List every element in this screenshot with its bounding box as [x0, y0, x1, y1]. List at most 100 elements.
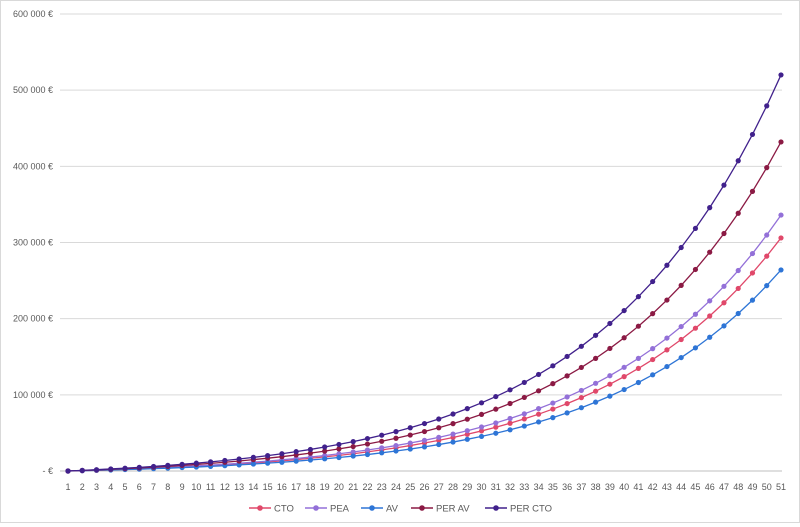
data-point	[593, 388, 599, 394]
x-tick-label: 23	[377, 482, 387, 492]
data-point	[493, 430, 499, 436]
data-point	[379, 445, 385, 451]
data-point	[236, 456, 242, 462]
x-tick-label: 25	[405, 482, 415, 492]
data-point	[493, 420, 499, 426]
data-point	[721, 283, 727, 289]
data-point	[507, 420, 513, 426]
legend-marker	[369, 505, 375, 511]
data-point	[307, 446, 314, 453]
data-point	[364, 451, 371, 458]
data-point	[692, 225, 699, 232]
data-point	[778, 212, 784, 218]
x-tick-label: 32	[505, 482, 515, 492]
data-point	[179, 461, 185, 467]
data-point	[493, 424, 499, 430]
data-point	[250, 461, 256, 467]
data-point	[749, 270, 756, 276]
x-tick-label: 34	[534, 482, 544, 492]
data-point	[664, 363, 670, 370]
data-point	[635, 379, 642, 386]
data-point	[707, 298, 713, 304]
x-tick-label: 15	[263, 482, 273, 492]
x-tick-label: 30	[477, 482, 487, 492]
data-point	[493, 406, 499, 412]
data-point	[122, 465, 128, 471]
data-point	[721, 300, 727, 306]
data-point	[692, 266, 699, 273]
data-point	[507, 427, 513, 433]
x-tick-label: 18	[305, 482, 315, 492]
data-point	[678, 244, 684, 251]
data-point	[735, 267, 741, 274]
data-point	[293, 449, 299, 455]
data-point	[778, 72, 784, 78]
y-tick-label: 200 000 €	[13, 314, 53, 324]
x-tick-label: 48	[733, 482, 743, 492]
data-point	[265, 453, 271, 459]
data-point	[521, 411, 527, 417]
legend: CTO PEA AV PER AV PER CTO	[249, 504, 552, 515]
series-per-cto	[65, 72, 784, 474]
data-point	[778, 139, 784, 145]
data-point	[621, 335, 627, 341]
data-point	[764, 103, 770, 109]
data-point	[393, 448, 399, 454]
data-point	[749, 297, 756, 303]
x-tick-label: 1	[65, 482, 70, 492]
data-point	[507, 400, 513, 407]
x-tick-label: 47	[719, 482, 729, 492]
data-point	[336, 451, 342, 457]
data-point	[707, 249, 713, 255]
data-point	[379, 450, 385, 456]
data-point	[635, 365, 642, 372]
x-tick-label: 46	[705, 482, 715, 492]
data-point	[707, 334, 713, 340]
data-point	[436, 441, 442, 448]
data-point	[621, 374, 627, 380]
data-point	[507, 415, 513, 422]
data-point	[364, 447, 371, 453]
x-tick-label: 20	[334, 482, 344, 492]
data-point	[322, 456, 328, 462]
data-point	[764, 283, 770, 289]
data-point	[692, 311, 699, 317]
data-point	[707, 313, 713, 319]
data-point	[650, 278, 656, 285]
x-tick-label: 28	[448, 482, 458, 492]
data-point	[407, 425, 413, 431]
gridlines	[60, 13, 782, 472]
data-point	[764, 253, 770, 259]
x-tick-label: 43	[662, 482, 672, 492]
data-point	[464, 431, 470, 437]
legend-marker	[257, 505, 263, 511]
data-point	[678, 282, 684, 288]
data-point	[664, 262, 670, 268]
x-tick-label: 26	[419, 482, 429, 492]
data-point	[621, 307, 627, 314]
data-point	[108, 466, 114, 472]
data-point	[521, 394, 527, 401]
data-point	[535, 419, 542, 425]
legend-label: PER AV	[436, 504, 470, 515]
data-point	[578, 387, 584, 394]
data-point	[607, 393, 613, 399]
y-tick-label: 400 000 €	[13, 161, 53, 171]
data-point	[521, 416, 527, 422]
data-point	[307, 450, 314, 456]
data-point	[578, 364, 584, 371]
x-tick-label: 27	[434, 482, 444, 492]
data-point	[607, 373, 613, 379]
data-point	[364, 435, 371, 442]
data-point	[279, 459, 285, 465]
data-point	[436, 425, 442, 431]
data-point	[478, 400, 485, 406]
data-point	[307, 457, 314, 463]
data-point	[678, 323, 684, 330]
data-point	[136, 464, 142, 470]
data-point	[664, 335, 670, 341]
data-point	[764, 165, 770, 171]
legend-label: PEA	[330, 504, 350, 515]
